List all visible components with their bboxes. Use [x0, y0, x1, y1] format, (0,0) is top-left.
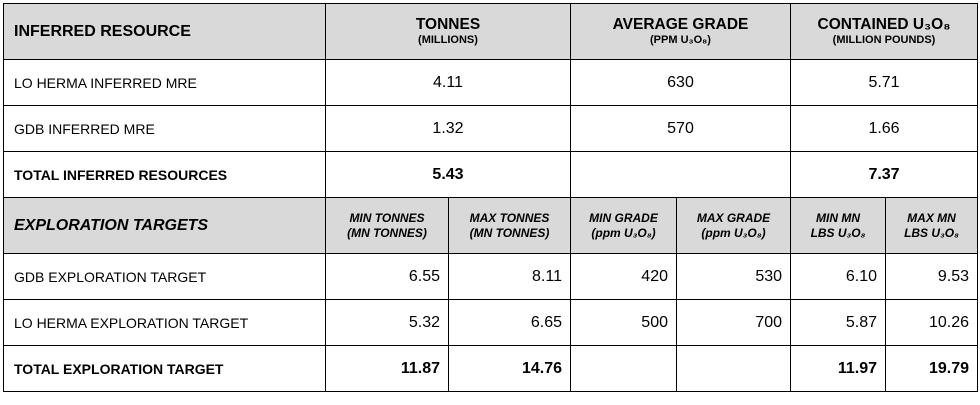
- max-lbs-header-line1: MAX MN: [907, 210, 956, 225]
- total-min-lbs-value: 11.97: [790, 345, 887, 392]
- table-row: LO HERMA INFERRED MRE 4.11 630 5.71: [3, 59, 979, 106]
- row-label: LO HERMA INFERRED MRE: [3, 59, 326, 106]
- table-row: GDB EXPLORATION TARGET 6.55 8.11 420 530…: [3, 253, 979, 300]
- contained-value: 1.66: [790, 105, 979, 152]
- max-grade-value: 530: [675, 253, 792, 300]
- grade-value: 630: [569, 59, 792, 106]
- total-label: TOTAL EXPLORATION TARGET: [3, 345, 326, 392]
- max-tonnes-header: MAX TONNES (MN TONNES): [448, 197, 571, 254]
- min-grade-value: 500: [570, 299, 677, 346]
- max-grade-header-line2: (ppm U₃O₈): [701, 225, 766, 240]
- min-grade-header-line2: (ppm U₃O₈): [591, 225, 656, 240]
- max-lbs-value: 10.26: [885, 299, 979, 346]
- min-lbs-value: 6.10: [790, 253, 887, 300]
- contained-header-label: CONTAINED U₃O₈: [817, 15, 951, 33]
- exploration-header-row: EXPLORATION TARGETS MIN TONNES (MN TONNE…: [3, 197, 979, 254]
- total-min-grade-value: [570, 345, 677, 392]
- min-lbs-value: 5.87: [790, 299, 887, 346]
- total-max-lbs-value: 19.79: [885, 345, 979, 392]
- max-grade-value: 700: [675, 299, 792, 346]
- min-lbs-header-line2: LBS U₃O₈: [810, 225, 866, 240]
- inferred-header-title: INFERRED RESOURCE: [3, 3, 326, 60]
- total-tonnes-value: 5.43: [325, 151, 571, 198]
- total-label: TOTAL INFERRED RESOURCES: [3, 151, 326, 198]
- tonnes-value: 4.11: [325, 59, 571, 106]
- min-grade-header: MIN GRADE (ppm U₃O₈): [570, 197, 677, 254]
- min-tonnes-header: MIN TONNES (MN TONNES): [325, 197, 449, 254]
- total-max-grade-value: [675, 345, 792, 392]
- min-tonnes-header-line2: (MN TONNES): [347, 225, 427, 240]
- total-grade-value: [569, 151, 792, 198]
- tonnes-column-header: TONNES (MILLIONS): [325, 3, 571, 60]
- row-label: GDB EXPLORATION TARGET: [3, 253, 326, 300]
- row-label: LO HERMA EXPLORATION TARGET: [3, 299, 326, 346]
- tonnes-header-label: TONNES: [415, 15, 481, 33]
- max-tonnes-value: 6.65: [448, 299, 571, 346]
- max-lbs-header: MAX MN LBS U₃O₈: [885, 197, 979, 254]
- min-lbs-header-line1: MIN MN: [816, 210, 861, 225]
- grade-header-unit: (PPM U₃O₈): [650, 33, 711, 46]
- min-grade-header-line1: MIN GRADE: [589, 210, 658, 225]
- max-tonnes-value: 8.11: [448, 253, 571, 300]
- total-contained-value: 7.37: [790, 151, 979, 198]
- exploration-header-title: EXPLORATION TARGETS: [3, 197, 326, 254]
- max-lbs-value: 9.53: [885, 253, 979, 300]
- table-row: LO HERMA EXPLORATION TARGET 5.32 6.65 50…: [3, 299, 979, 346]
- tonnes-value: 1.32: [325, 105, 571, 152]
- min-tonnes-value: 6.55: [325, 253, 449, 300]
- contained-value: 5.71: [790, 59, 979, 106]
- contained-header-unit: (MILLION POUNDS): [832, 33, 936, 46]
- max-tonnes-header-line2: (MN TONNES): [469, 225, 550, 240]
- max-tonnes-header-line1: MAX TONNES: [469, 210, 550, 225]
- min-tonnes-value: 5.32: [325, 299, 449, 346]
- inferred-header-row: INFERRED RESOURCE TONNES (MILLIONS) AVER…: [3, 3, 979, 60]
- max-lbs-header-line2: LBS U₃O₈: [904, 225, 959, 240]
- grade-value: 570: [569, 105, 792, 152]
- grade-header-label: AVERAGE GRADE: [612, 15, 749, 33]
- total-row: TOTAL INFERRED RESOURCES 5.43 7.37: [3, 151, 979, 198]
- row-label: GDB INFERRED MRE: [3, 105, 326, 152]
- contained-column-header: CONTAINED U₃O₈ (MILLION POUNDS): [790, 3, 979, 60]
- max-grade-header: MAX GRADE (ppm U₃O₈): [675, 197, 792, 254]
- tonnes-header-unit: (MILLIONS): [418, 33, 478, 46]
- min-tonnes-header-line1: MIN TONNES: [349, 210, 425, 225]
- max-grade-header-line1: MAX GRADE: [696, 210, 771, 225]
- min-lbs-header: MIN MN LBS U₃O₈: [790, 197, 887, 254]
- grade-column-header: AVERAGE GRADE (PPM U₃O₈): [569, 3, 792, 60]
- min-grade-value: 420: [570, 253, 677, 300]
- total-max-tonnes-value: 14.76: [448, 345, 571, 392]
- total-row: TOTAL EXPLORATION TARGET 11.87 14.76 11.…: [3, 345, 979, 392]
- total-min-tonnes-value: 11.87: [325, 345, 449, 392]
- resource-table: INFERRED RESOURCE TONNES (MILLIONS) AVER…: [3, 3, 979, 392]
- table-row: GDB INFERRED MRE 1.32 570 1.66: [3, 105, 979, 152]
